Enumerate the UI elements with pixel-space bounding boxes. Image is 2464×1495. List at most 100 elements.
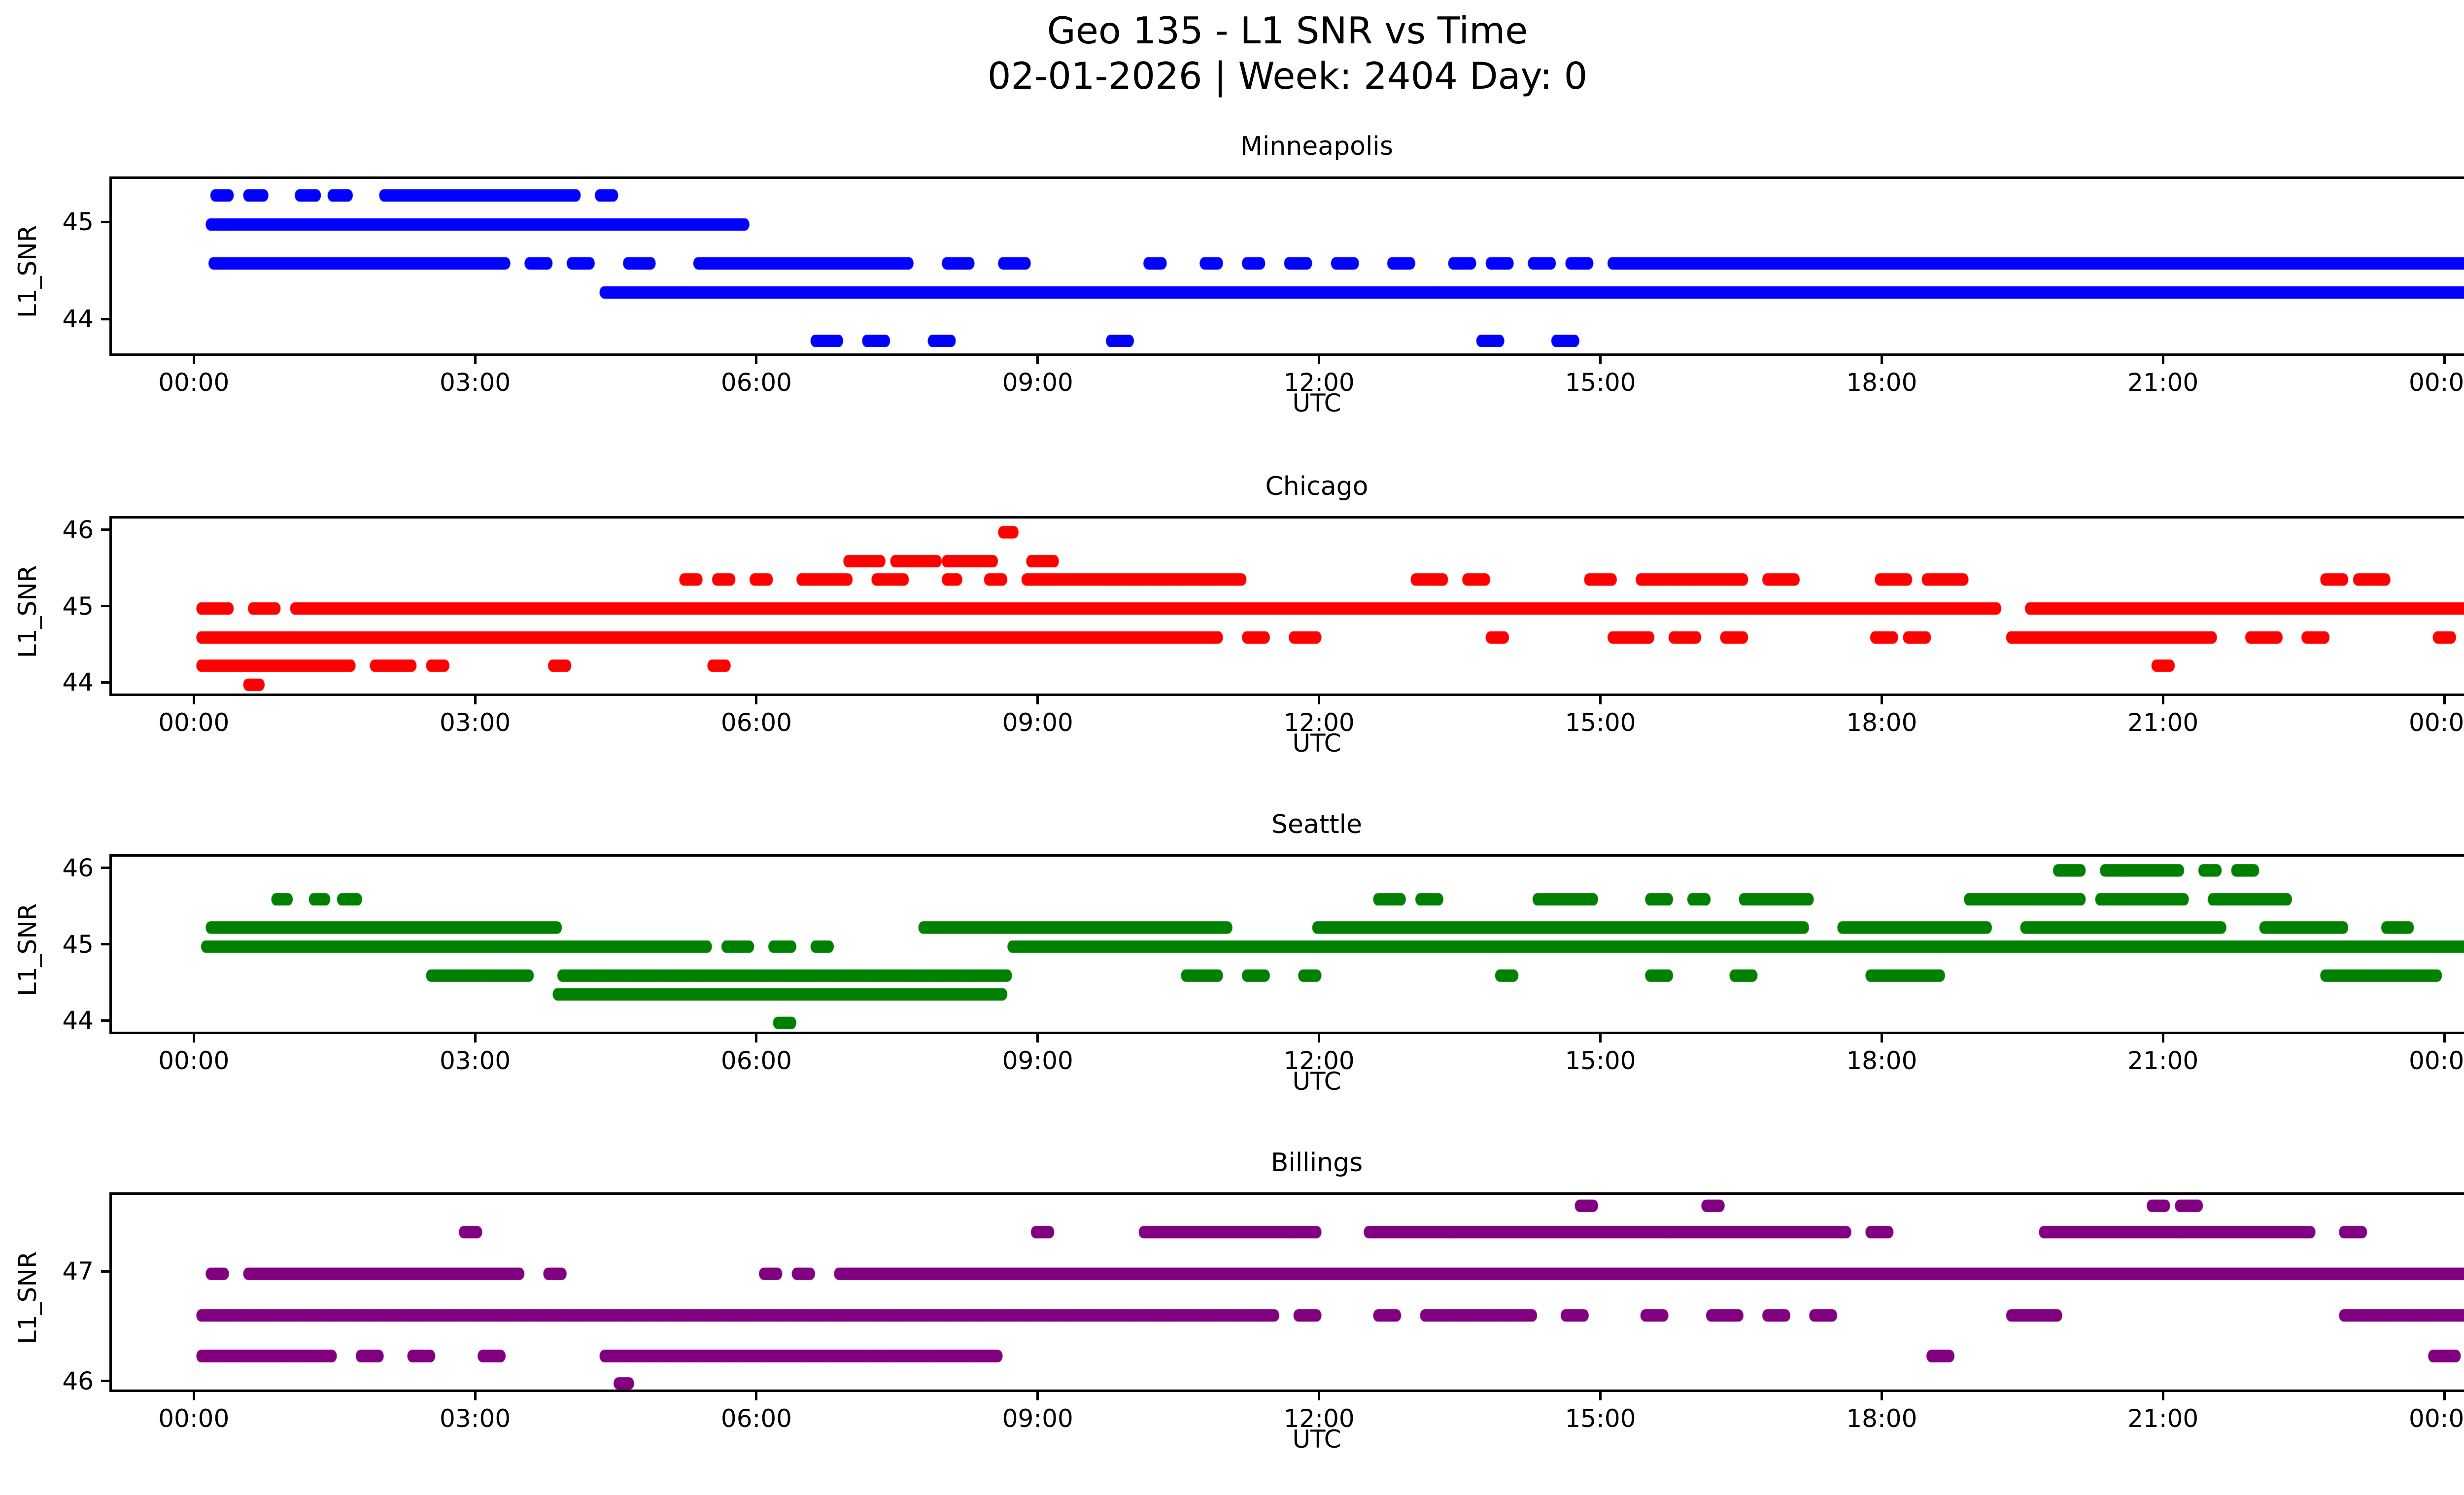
x-tick-mark — [474, 356, 477, 364]
x-tick-label: 06:00 — [720, 1404, 792, 1433]
x-axis-label: UTC — [1292, 389, 1341, 417]
y-axis-label: L1_SNR — [13, 225, 42, 318]
x-tick-label: 15:00 — [1565, 708, 1636, 737]
subplot-title: Billings — [1270, 1148, 1363, 1178]
scatter-points — [112, 1195, 2464, 1390]
y-tick-mark — [101, 528, 109, 531]
x-tick-mark — [2443, 1392, 2446, 1400]
x-tick-label: 00:00 — [2409, 368, 2464, 397]
x-tick-label: 18:00 — [1846, 708, 1917, 737]
x-tick-mark — [2161, 696, 2164, 704]
x-tick-label: 09:00 — [1002, 1046, 1073, 1075]
x-tick-mark — [2161, 1392, 2164, 1400]
x-tick-mark — [1599, 356, 1602, 364]
x-tick-label: 09:00 — [1002, 1404, 1073, 1433]
x-tick-mark — [2161, 356, 2164, 364]
x-tick-mark — [1880, 1034, 1883, 1043]
x-tick-mark — [755, 1392, 758, 1400]
x-tick-mark — [2443, 696, 2446, 704]
x-tick-label: 12:00 — [1283, 368, 1355, 397]
y-tick-label: 44 — [62, 305, 94, 334]
x-tick-label: 06:00 — [720, 1046, 792, 1075]
x-tick-label: 03:00 — [440, 708, 511, 737]
x-tick-label: 00:00 — [158, 708, 230, 737]
y-tick-mark — [101, 1270, 109, 1273]
x-tick-label: 21:00 — [2127, 368, 2199, 397]
x-tick-label: 18:00 — [1846, 1404, 1917, 1433]
x-tick-mark — [1880, 696, 1883, 704]
x-tick-label: 03:00 — [440, 1404, 511, 1433]
x-tick-mark — [2443, 356, 2446, 364]
y-tick-label: 45 — [62, 208, 94, 237]
y-tick-mark — [101, 681, 109, 684]
x-tick-mark — [1036, 696, 1039, 704]
x-tick-mark — [1036, 356, 1039, 364]
x-tick-mark — [1599, 1034, 1602, 1043]
y-tick-label: 44 — [62, 668, 94, 697]
x-tick-mark — [474, 1034, 477, 1043]
figure-title-line1: Geo 135 - L1 SNR vs Time — [1047, 9, 1528, 52]
y-tick-mark — [101, 1019, 109, 1022]
plot-area[interactable] — [109, 1192, 2464, 1392]
y-tick-label: 45 — [62, 930, 94, 959]
y-tick-label: 45 — [62, 591, 94, 621]
x-tick-mark — [1880, 356, 1883, 364]
scatter-points — [112, 519, 2464, 694]
subplot-title: Seattle — [1271, 810, 1363, 839]
subplot-title: Minneapolis — [1240, 132, 1393, 161]
x-tick-mark — [755, 356, 758, 364]
x-tick-mark — [192, 1034, 195, 1043]
x-tick-mark — [755, 696, 758, 704]
subplot-title: Chicago — [1265, 472, 1369, 501]
x-tick-label: 03:00 — [440, 368, 511, 397]
x-tick-mark — [1599, 696, 1602, 704]
x-tick-label: 15:00 — [1565, 1404, 1636, 1433]
scatter-points — [112, 857, 2464, 1032]
y-tick-label: 46 — [62, 1366, 94, 1395]
x-tick-label: 00:00 — [2409, 1046, 2464, 1075]
x-tick-label: 00:00 — [158, 368, 230, 397]
plot-area[interactable] — [109, 516, 2464, 696]
y-tick-label: 46 — [62, 853, 94, 882]
x-tick-mark — [474, 1392, 477, 1400]
x-tick-label: 15:00 — [1565, 1046, 1636, 1075]
scatter-points — [112, 179, 2464, 353]
x-tick-mark — [2443, 1034, 2446, 1043]
x-tick-mark — [1036, 1034, 1039, 1043]
x-tick-label: 21:00 — [2127, 708, 2199, 737]
x-tick-mark — [1036, 1392, 1039, 1400]
x-tick-mark — [1318, 696, 1321, 704]
y-tick-mark — [101, 317, 109, 320]
x-tick-label: 21:00 — [2127, 1046, 2199, 1075]
x-tick-label: 06:00 — [720, 368, 792, 397]
x-tick-label: 21:00 — [2127, 1404, 2199, 1433]
x-tick-mark — [755, 1034, 758, 1043]
x-tick-label: 12:00 — [1283, 708, 1355, 737]
y-tick-mark — [101, 220, 109, 223]
x-tick-label: 12:00 — [1283, 1404, 1355, 1433]
x-axis-label: UTC — [1292, 1425, 1341, 1454]
x-tick-mark — [192, 356, 195, 364]
x-tick-mark — [1318, 1392, 1321, 1400]
x-tick-mark — [2161, 1034, 2164, 1043]
x-tick-label: 03:00 — [440, 1046, 511, 1075]
x-tick-label: 09:00 — [1002, 368, 1073, 397]
y-tick-label: 46 — [62, 515, 94, 544]
x-tick-label: 00:00 — [158, 1404, 230, 1433]
x-tick-mark — [1880, 1392, 1883, 1400]
y-tick-label: 44 — [62, 1006, 94, 1035]
x-tick-mark — [474, 696, 477, 704]
x-tick-mark — [1318, 356, 1321, 364]
plot-area[interactable] — [109, 176, 2464, 356]
x-tick-label: 18:00 — [1846, 368, 1917, 397]
figure-title-line2: 02-01-2026 | Week: 2404 Day: 0 — [987, 54, 1588, 98]
x-axis-label: UTC — [1292, 1067, 1341, 1096]
plot-area[interactable] — [109, 854, 2464, 1034]
x-tick-mark — [1318, 1034, 1321, 1043]
x-tick-label: 00:00 — [2409, 708, 2464, 737]
x-tick-label: 12:00 — [1283, 1046, 1355, 1075]
x-tick-label: 00:00 — [2409, 1404, 2464, 1433]
y-tick-label: 47 — [62, 1257, 94, 1286]
x-tick-mark — [192, 696, 195, 704]
